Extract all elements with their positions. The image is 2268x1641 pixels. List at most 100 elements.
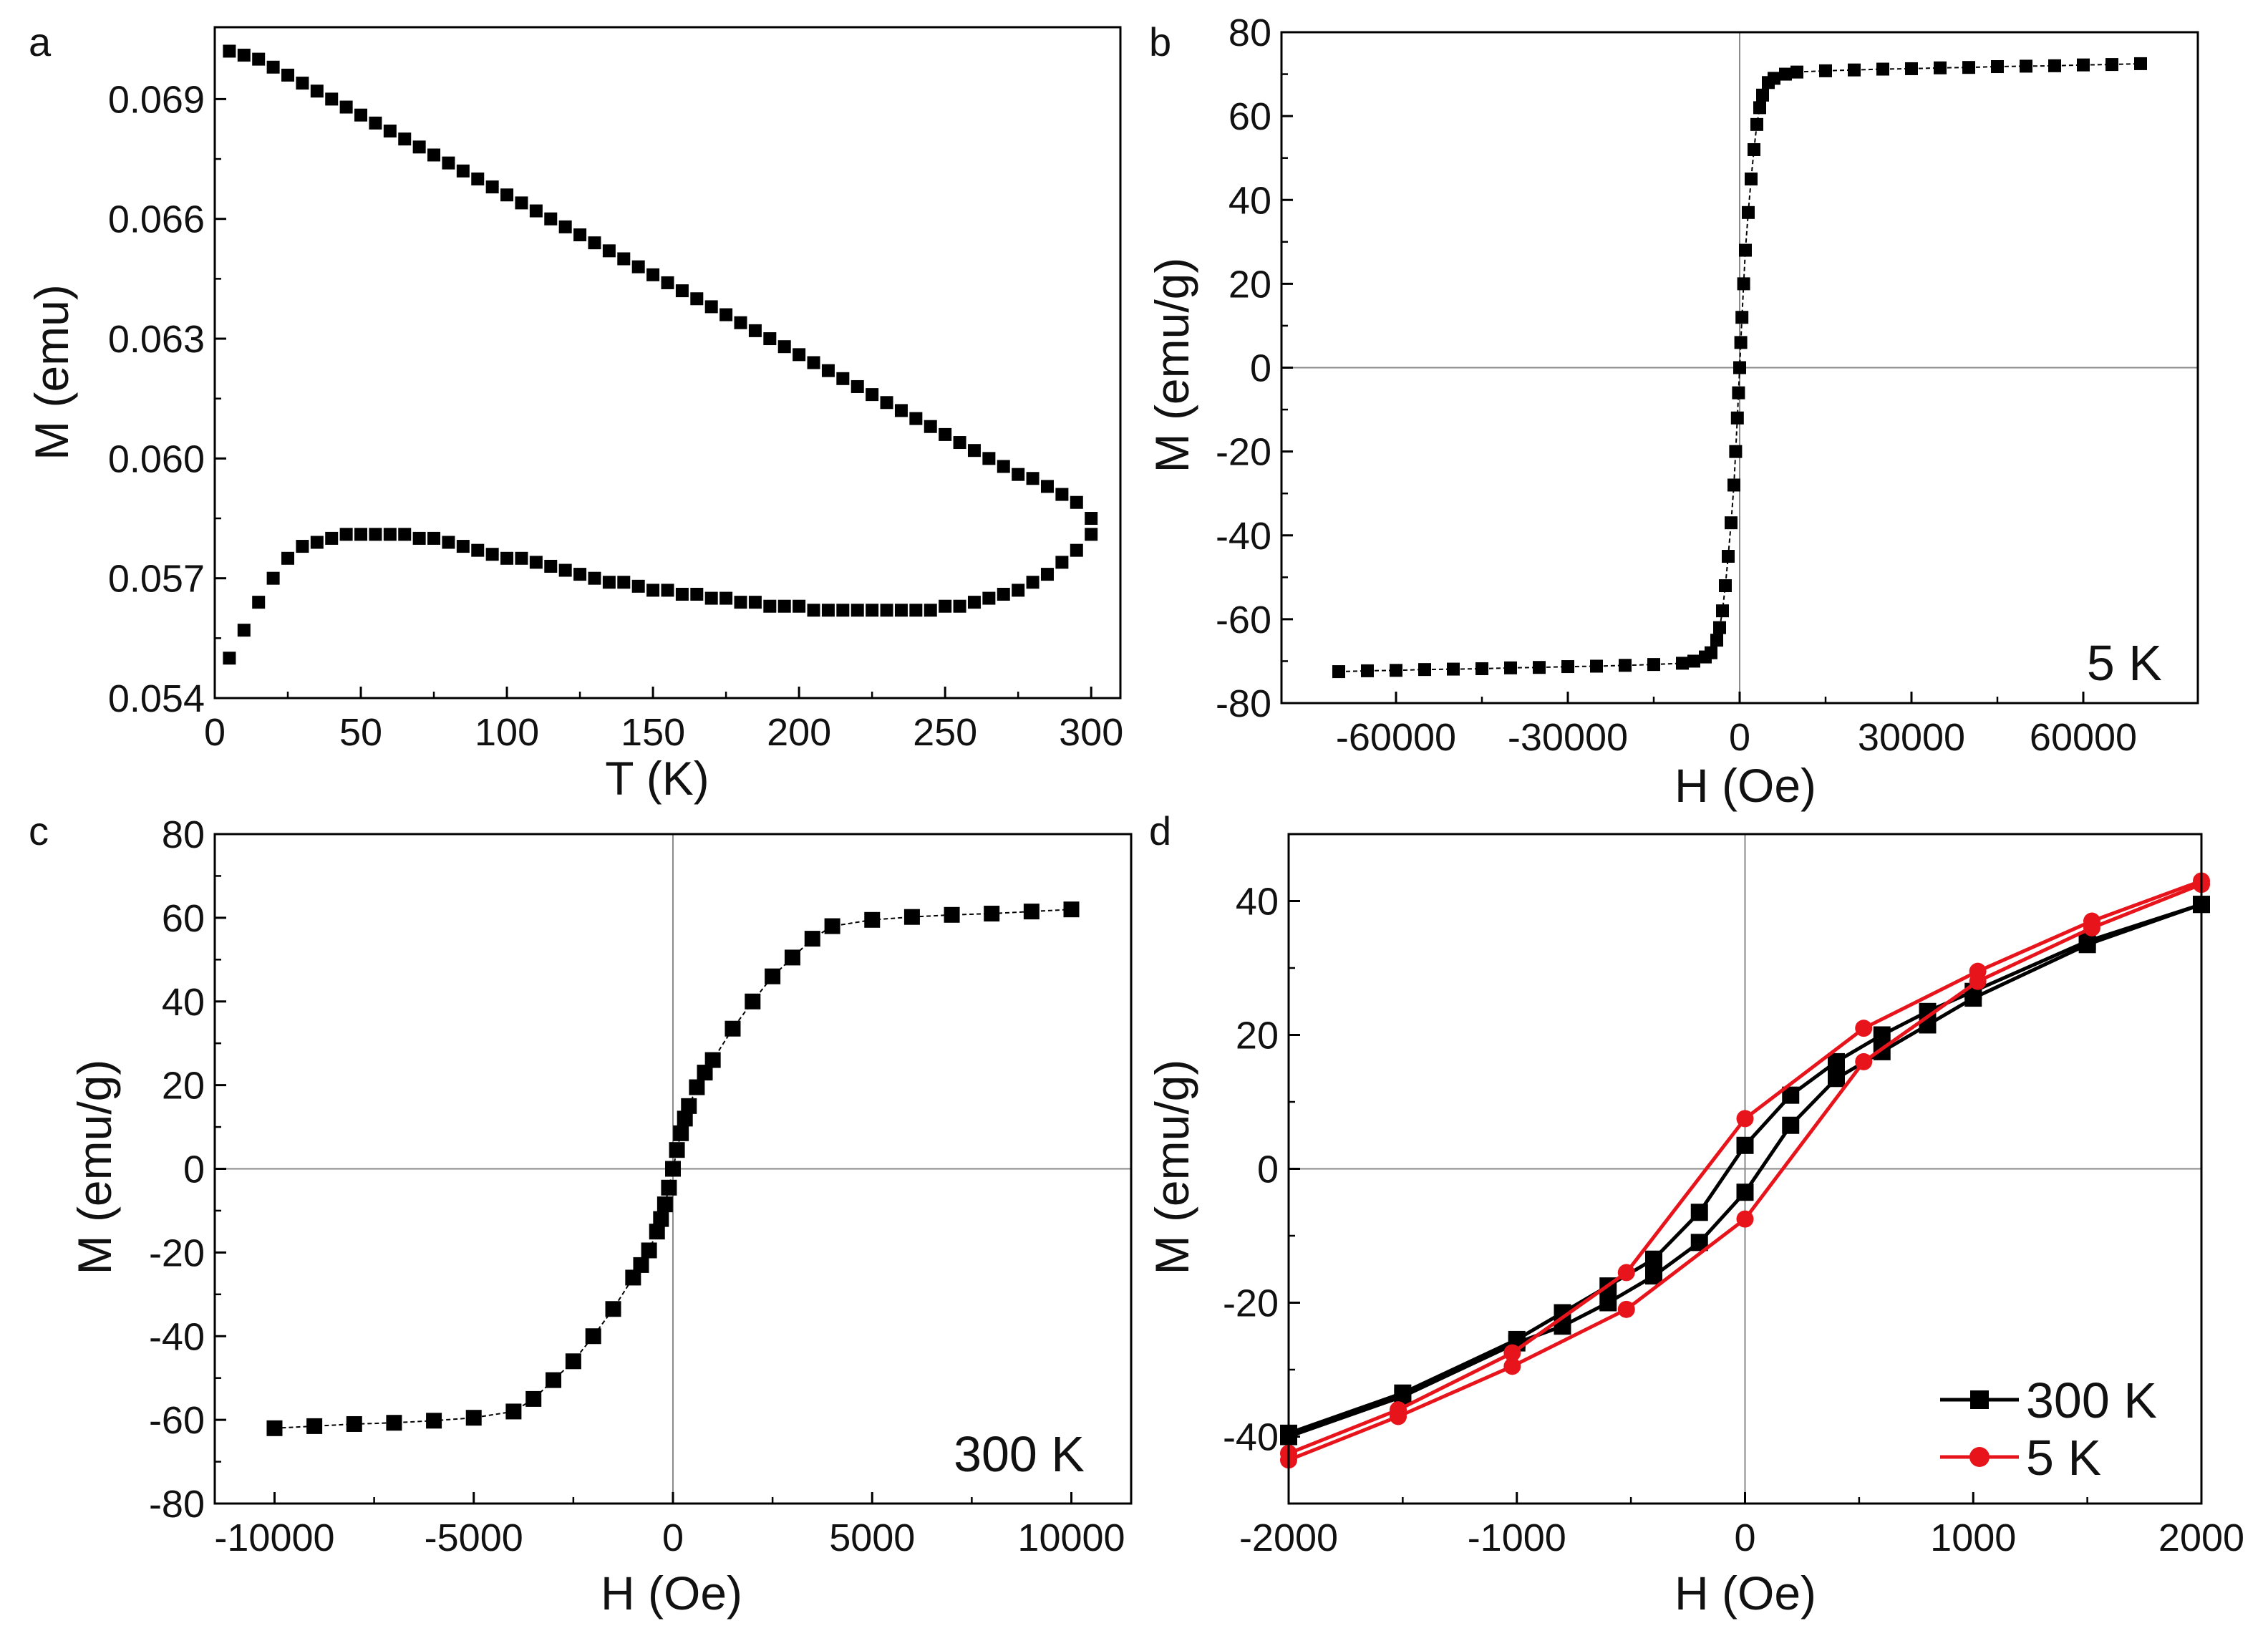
data-point: [1725, 516, 1738, 530]
data-point: [653, 1211, 669, 1227]
data-point: [984, 906, 1000, 922]
data-point: [793, 348, 806, 362]
data-point: [765, 968, 781, 984]
data-point: [398, 528, 412, 541]
data-point: [1063, 901, 1080, 918]
data-point: [223, 652, 236, 665]
panel-letter: b: [1149, 19, 1171, 64]
data-point: [296, 540, 309, 553]
data-point: [631, 260, 645, 274]
data-point: [689, 1079, 705, 1095]
x-tick-label: 5000: [829, 1516, 915, 1559]
data-point: [1790, 65, 1803, 79]
data-point: [2020, 59, 2032, 73]
data-point: [1742, 205, 1755, 219]
data-point: [223, 44, 236, 58]
data-point: [529, 204, 543, 218]
data-point: [807, 356, 820, 369]
y-axis-label: M (emu/g): [68, 1060, 121, 1275]
data-point: [724, 1020, 741, 1037]
x-tick-label: 60000: [2030, 716, 2137, 759]
data-point: [1855, 1020, 1873, 1037]
data-point: [1716, 604, 1729, 618]
y-tick-label: 40: [1228, 179, 1271, 222]
data-point: [894, 604, 908, 617]
data-point: [471, 543, 485, 557]
data-point: [281, 68, 295, 82]
data-point: [485, 180, 499, 194]
data-point: [777, 599, 791, 613]
data-point: [763, 599, 777, 613]
plot-area: -60000 -30000 0 30000 60000 -80 -60 -40 -20 0 20 40…: [1216, 11, 2199, 759]
data-point: [266, 1420, 283, 1436]
data-point: [1705, 646, 1717, 659]
data-point: [1647, 658, 1660, 672]
y-tick-label: 0: [1250, 347, 1271, 390]
data-point: [909, 412, 923, 425]
data-point: [1012, 584, 1025, 597]
data-point: [745, 993, 761, 1010]
data-point: [1617, 1264, 1635, 1282]
plot-area: 0 50 100 150 200 250 300 0.054 0.057 0.060 0.063 0.…: [108, 26, 1123, 754]
data-point: [1590, 659, 1603, 673]
temperature-annotation: 5 K: [2087, 635, 2162, 691]
data-point: [1055, 556, 1069, 569]
data-point: [1332, 665, 1345, 679]
data-point: [1727, 478, 1740, 492]
data-point: [369, 116, 382, 130]
y-tick-label: 60: [1228, 95, 1271, 138]
data-point: [1736, 1183, 1754, 1201]
data-point: [2105, 58, 2118, 72]
panel-letter: c: [29, 808, 49, 853]
y-tick-label: 20: [1228, 263, 1271, 306]
y-tick-label: -40: [1216, 515, 1271, 558]
y-tick-label: -40: [149, 1315, 205, 1358]
data-point: [1390, 664, 1402, 677]
data-point: [1737, 277, 1750, 291]
y-tick-label: 80: [1228, 11, 1271, 54]
data-point: [1713, 621, 1726, 634]
data-point: [880, 604, 893, 617]
y-tick-label: 0: [1257, 1148, 1279, 1191]
panel-a: a 0 50 100 150 200 250 300 0.054 0.057 0.060 0.063…: [25, 19, 1123, 805]
data-point: [1040, 568, 1054, 581]
data-point: [325, 92, 339, 106]
data-point: [850, 604, 864, 617]
data-point: [880, 396, 893, 410]
data-point: [1782, 1116, 1800, 1134]
data-point: [924, 420, 937, 433]
y-tick-label: 0.063: [108, 318, 205, 361]
data-point: [1561, 660, 1574, 674]
data-point: [1690, 1204, 1708, 1221]
data-point: [784, 949, 800, 966]
y-tick-label: 40: [1236, 881, 1279, 924]
data-point: [515, 551, 528, 565]
data-point: [1645, 1250, 1662, 1268]
data-point: [734, 316, 747, 329]
data-point: [354, 528, 368, 541]
data-point: [465, 1410, 482, 1426]
data-point: [1687, 654, 1700, 668]
data-point: [804, 931, 820, 947]
x-tick-label: -5000: [425, 1516, 523, 1559]
data-point: [866, 604, 879, 617]
legend-marker-300k: [1970, 1390, 1989, 1409]
data-point: [500, 188, 514, 202]
data-point: [442, 536, 455, 549]
data-point: [1779, 67, 1792, 81]
data-point: [617, 252, 631, 266]
data-point: [1828, 1070, 1845, 1088]
data-point: [585, 1328, 601, 1345]
x-tick-label: -60000: [1336, 716, 1456, 759]
data-point: [485, 548, 499, 561]
data-point: [924, 604, 937, 617]
data-point: [602, 244, 616, 258]
data-point: [525, 1390, 542, 1407]
plot-area: -10000 -5000 0 5000 10000 -80 -60 -40 -20 0 20 40 60…: [149, 813, 1133, 1559]
x-tick-label: -10000: [214, 1516, 334, 1559]
data-point: [1750, 117, 1763, 131]
data-point: [1475, 662, 1488, 675]
y-axis-label: M (emu/g): [1145, 1060, 1198, 1275]
data-point: [665, 1161, 681, 1177]
data-point: [1023, 904, 1040, 920]
